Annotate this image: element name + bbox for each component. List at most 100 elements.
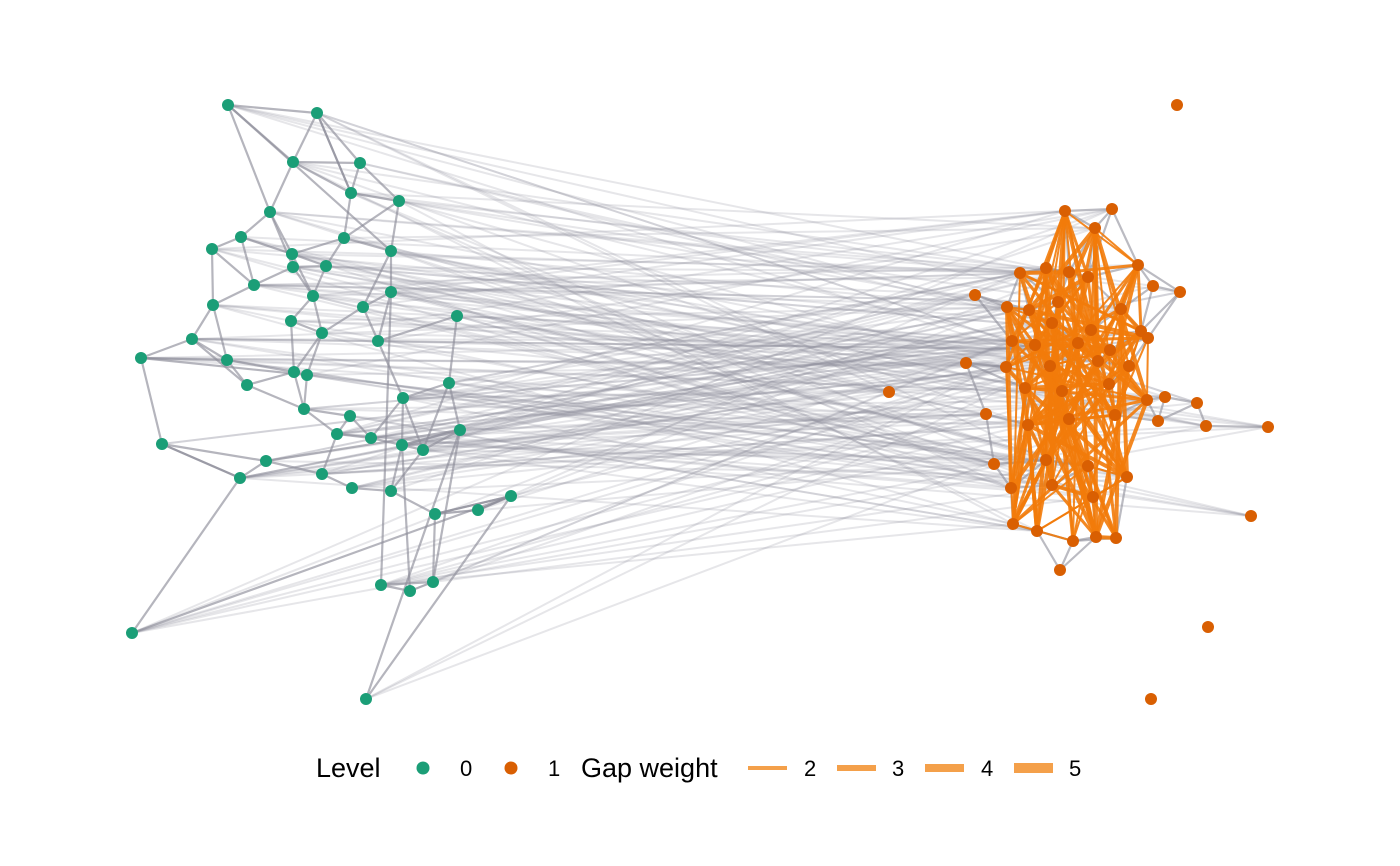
legend-weight-2-label: 2 xyxy=(804,756,816,781)
level0-edge xyxy=(245,383,306,411)
gap-edge xyxy=(1094,227,1139,266)
cross-edge xyxy=(303,344,1036,410)
cross-edge xyxy=(316,112,1198,404)
cross-edge xyxy=(390,250,1007,368)
cross-edge xyxy=(350,192,1096,229)
gap-edge xyxy=(1064,210,1139,266)
cross-edge xyxy=(370,413,987,439)
cross-edge xyxy=(211,248,1012,489)
cross-edge xyxy=(336,365,1051,435)
cross-edge xyxy=(239,365,1051,479)
cross-edge xyxy=(365,344,1036,700)
gap-edge xyxy=(1026,382,1111,427)
cross-edge xyxy=(351,322,1053,489)
level-0-node xyxy=(417,444,429,456)
level0-edge xyxy=(226,103,319,115)
cross-edge xyxy=(349,415,1038,532)
level0-edge xyxy=(239,235,294,256)
level0-edge xyxy=(400,443,412,593)
level-1-node xyxy=(1092,355,1104,367)
gap-edge xyxy=(1023,382,1111,390)
level1-edge xyxy=(1005,271,1022,309)
level0-edge xyxy=(379,290,393,587)
cross-edge xyxy=(253,284,1013,342)
level-0-node xyxy=(451,310,463,322)
cross-edge xyxy=(161,329,1092,445)
level-1-node xyxy=(1056,385,1068,397)
level-0-node xyxy=(316,327,328,339)
level-1-node xyxy=(980,408,992,420)
level-0-node xyxy=(346,482,358,494)
level-1-node xyxy=(1110,532,1122,544)
cross-edge xyxy=(459,344,1036,431)
cross-edge xyxy=(292,266,1070,273)
level-0-node xyxy=(429,508,441,520)
level0-edge xyxy=(252,265,295,287)
level-1-node xyxy=(1262,421,1274,433)
gap-edge xyxy=(1027,275,1090,312)
legend-weight-3-label: 3 xyxy=(892,756,904,781)
cross-edge xyxy=(303,399,1148,410)
cross-edge xyxy=(321,366,1007,475)
cross-edge xyxy=(303,344,1036,410)
level0-edge xyxy=(447,381,462,432)
cross-edge xyxy=(448,267,1047,384)
level-1-node xyxy=(1085,324,1097,336)
gap-edge xyxy=(1146,337,1149,401)
level-0-node xyxy=(505,490,517,502)
gap-edge xyxy=(1028,309,1116,416)
cross-edge xyxy=(191,338,1013,342)
cross-edge xyxy=(290,320,1099,362)
cross-edge xyxy=(321,424,1029,475)
level-0-node xyxy=(338,232,350,244)
cross-edge xyxy=(380,366,1007,586)
level0-edge xyxy=(139,356,309,377)
level-1-node xyxy=(1104,344,1116,356)
cross-edge xyxy=(402,322,1053,399)
level1-edge xyxy=(964,361,1008,369)
level0-edge xyxy=(245,370,296,387)
cross-edge xyxy=(316,112,1047,461)
level0-edge xyxy=(289,319,296,374)
level-1-node xyxy=(1132,259,1144,271)
cross-edge xyxy=(402,397,1014,525)
cross-edge xyxy=(306,374,1089,467)
cross-edge xyxy=(321,424,1029,475)
level-0-node xyxy=(320,260,332,272)
level0-edge xyxy=(210,247,256,287)
legend-weight-4-label: 4 xyxy=(981,756,993,781)
cross-edge xyxy=(402,309,1030,399)
level-1-node xyxy=(1040,454,1052,466)
cross-edge xyxy=(316,112,1198,404)
level-0-node xyxy=(472,504,484,516)
cross-edge xyxy=(362,210,1066,308)
cross-edge xyxy=(306,374,1089,467)
gap-edge xyxy=(1050,321,1112,352)
level0-edge xyxy=(226,103,393,253)
cross-edge xyxy=(398,200,1014,525)
cross-edge xyxy=(227,104,1053,324)
level-1-node xyxy=(1089,222,1101,234)
level0-edge xyxy=(210,247,215,307)
cross-edge xyxy=(390,291,1089,467)
cross-edge xyxy=(402,272,1021,399)
level0-edge xyxy=(361,305,380,343)
gap-edge xyxy=(1060,226,1097,393)
level-1-node xyxy=(1031,525,1043,537)
level1-edge xyxy=(1204,424,1270,429)
cross-edge xyxy=(212,304,1038,532)
level-1-node xyxy=(1082,460,1094,472)
level0-edge xyxy=(431,512,437,584)
cross-edge xyxy=(191,338,1089,467)
level-0-node xyxy=(404,585,416,597)
level-1-node xyxy=(1106,203,1118,215)
cross-edge xyxy=(253,284,1122,310)
cross-edge xyxy=(292,266,1116,416)
level0-edge xyxy=(320,432,339,476)
level0-edge xyxy=(302,407,352,418)
level-1-node xyxy=(1040,262,1052,274)
cross-edge xyxy=(350,192,1094,498)
level0-edge xyxy=(389,489,437,516)
cross-edge xyxy=(351,349,1111,489)
cross-edge xyxy=(131,208,1113,634)
